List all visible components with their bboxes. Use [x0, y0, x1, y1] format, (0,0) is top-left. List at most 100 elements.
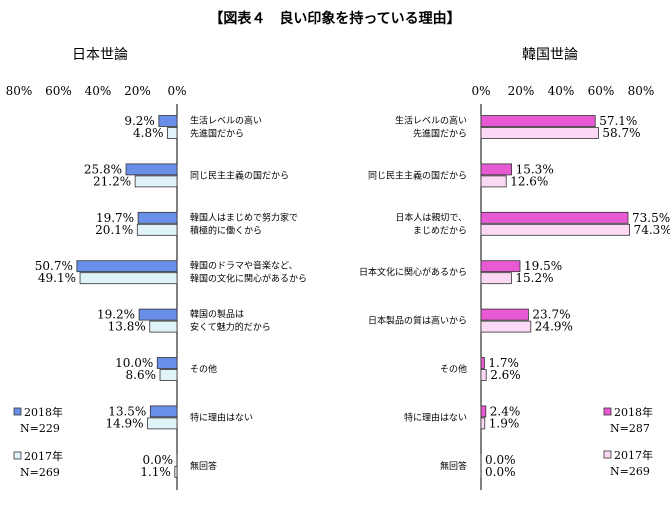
jp-data-label: 19.2% [97, 308, 135, 322]
jp-tick-label: 80% [6, 84, 33, 98]
kr-data-label: 1.9% [489, 416, 520, 430]
kr-tick-label: 80% [628, 84, 655, 98]
jp-legend-series: 2018年 [24, 405, 63, 419]
kr-data-label: 73.5% [632, 211, 670, 225]
jp-bar [158, 115, 178, 127]
kr-data-label: 0.0% [485, 453, 516, 467]
korea-panel-title: 韓国世論 [522, 47, 578, 63]
kr-bar [480, 260, 521, 273]
jp-bar [134, 175, 178, 188]
jp-bar [137, 211, 178, 224]
jp-legend-n: N=269 [20, 466, 60, 479]
jp-data-label: 20.1% [95, 223, 133, 237]
kr-bar [480, 417, 486, 430]
kr-bar [480, 272, 512, 285]
kr-bar [480, 211, 629, 224]
japan-panel-title: 日本世論 [72, 47, 128, 63]
jp-category-label: 積極的に働くから [190, 224, 262, 236]
kr-category-label: まじめだから [413, 225, 467, 236]
jp-bar [138, 308, 178, 321]
jp-bar [79, 272, 178, 285]
kr-bar [480, 223, 631, 236]
kr-category-label: 日本人は親切で、 [395, 211, 467, 223]
kr-category-label: 日本文化に関心があるから [359, 266, 467, 278]
jp-data-label: 49.1% [38, 271, 76, 285]
kr-category-label: 先進国だから [413, 128, 467, 140]
jp-category-label: 生活レベルの高い [190, 115, 262, 127]
jp-category-label: 韓国の製品は [190, 308, 244, 320]
kr-tick-label: 0% [471, 84, 490, 98]
jp-bar [149, 405, 178, 418]
figure-title: 【図表４ 良い印象を持っている理由】 [209, 11, 461, 27]
jp-bar [159, 369, 178, 381]
jp-data-label: 4.8% [133, 126, 164, 140]
jp-legend-series: 2017年 [24, 449, 63, 463]
kr-tick-label: 60% [588, 84, 615, 98]
jp-data-label: 13.8% [108, 320, 146, 334]
kr-data-label: 15.2% [515, 271, 553, 285]
jp-category-label: 韓国の文化に関心があるから [190, 273, 307, 285]
kr-category-label: 特に理由はない [404, 411, 467, 423]
kr-bar [480, 308, 529, 321]
kr-bar [480, 175, 507, 188]
kr-legend-series: 2018年 [614, 405, 653, 419]
jp-category-label: その他 [190, 363, 217, 375]
kr-data-label: 24.9% [535, 320, 573, 334]
kr-data-label: 1.7% [488, 356, 519, 370]
jp-bar [174, 465, 178, 478]
jp-category-label: 同じ民主主義の国だから [190, 169, 289, 181]
kr-data-label: 2.6% [490, 368, 521, 382]
jp-category-label: 韓国人はまじめで努力家で [190, 211, 298, 223]
jp-tick-label: 0% [167, 84, 186, 98]
jp-data-label: 0.0% [143, 453, 174, 467]
jp-category-label: 韓国のドラマや音楽など、 [190, 260, 298, 272]
jp-data-label: 8.6% [126, 368, 157, 382]
jp-category-label: 安くて魅力的だから [190, 321, 271, 333]
jp-data-label: 13.5% [108, 404, 146, 418]
jp-bar [156, 357, 178, 369]
jp-bar [149, 320, 178, 333]
jp-bar [167, 127, 178, 139]
jp-data-label: 1.1% [140, 465, 171, 479]
kr-bar [480, 405, 487, 418]
jp-category-label: 無回答 [190, 460, 217, 472]
kr-bar [480, 163, 513, 176]
kr-data-label: 23.7% [532, 308, 570, 322]
jp-bar [136, 223, 178, 236]
jp-data-label: 50.7% [35, 259, 73, 273]
kr-legend-swatch [603, 450, 612, 459]
kr-bar [480, 369, 487, 381]
kr-data-label: 58.7% [602, 126, 640, 140]
jp-tick-label: 20% [124, 84, 151, 98]
kr-data-label: 2.4% [490, 404, 521, 418]
jp-bar [125, 163, 178, 176]
kr-bar [480, 357, 485, 369]
jp-data-label: 19.7% [96, 211, 134, 225]
kr-legend-series: 2017年 [614, 448, 653, 462]
jp-tick-label: 40% [85, 84, 112, 98]
jp-data-label: 14.9% [105, 416, 143, 430]
jp-bar [76, 260, 178, 273]
jp-data-label: 25.8% [84, 162, 122, 176]
jp-category-label: 先進国だから [190, 128, 244, 140]
jp-legend-swatch [13, 451, 22, 460]
kr-tick-label: 20% [508, 84, 535, 98]
jp-legend-swatch [13, 407, 22, 416]
kr-bar [480, 320, 532, 333]
kr-data-label: 57.1% [599, 114, 637, 128]
kr-data-label: 12.6% [510, 174, 548, 188]
kr-legend-swatch [603, 407, 612, 416]
jp-legend-n: N=229 [20, 422, 60, 435]
jp-data-label: 9.2% [124, 114, 155, 128]
kr-bar [480, 127, 599, 139]
kr-legend-n: N=269 [610, 465, 650, 478]
jp-data-label: 10.0% [115, 356, 153, 370]
kr-tick-label: 40% [548, 84, 575, 98]
kr-data-label: 0.0% [485, 465, 516, 479]
kr-category-label: 同じ民主主義の国だから [368, 169, 467, 181]
kr-data-label: 15.3% [516, 162, 554, 176]
jp-category-label: 特に理由はない [190, 411, 253, 423]
kr-data-label: 74.3% [634, 223, 670, 237]
jp-bar [147, 417, 178, 430]
